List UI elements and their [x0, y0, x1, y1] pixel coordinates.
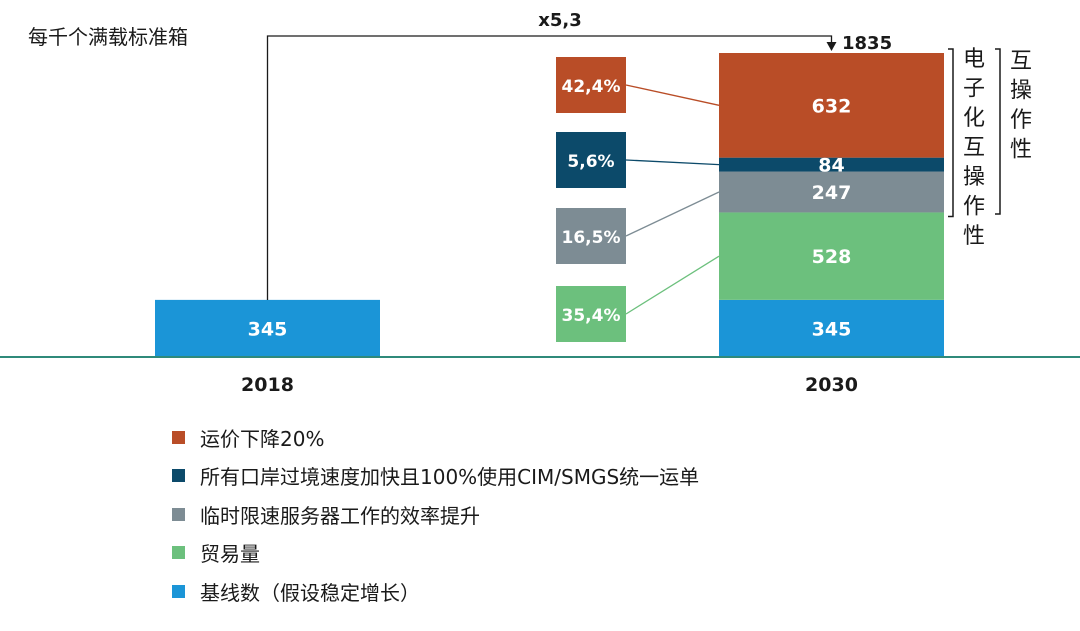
share-label: 5,6% [567, 152, 614, 172]
total-label: 1835 [842, 33, 892, 54]
legend-item-freight: 运价下降20% [172, 418, 699, 457]
share-box-freight [556, 57, 626, 113]
bar-value-label: 632 [812, 95, 852, 117]
bracket-char: 操 [963, 165, 985, 190]
bar-value-label: 247 [812, 182, 852, 204]
bar-value-label: 345 [812, 318, 852, 340]
share-box-border_speed [556, 132, 626, 188]
share-connector [625, 159, 720, 166]
bracket-char: 性 [963, 224, 985, 249]
share-connector [625, 84, 720, 106]
share-connector [625, 191, 720, 237]
share-label: 35,4% [562, 306, 621, 326]
x-tick-label: 2030 [805, 374, 858, 396]
legend: 运价下降20% 所有口岸过境速度加快且100%使用CIM/SMGS统一运单 临时… [172, 418, 699, 611]
bracket-line [995, 48, 1001, 215]
bracket-char: 作 [1010, 108, 1032, 133]
bar-2030-freight [719, 53, 944, 158]
bracket-char: 互 [1010, 49, 1032, 74]
legend-swatch-baseline [172, 584, 185, 598]
bar-2030-baseline [719, 299, 944, 357]
legend-swatch-trade [172, 546, 185, 560]
legend-label: 运价下降20% [200, 426, 325, 451]
legend-label: 基线数（假设稳定增长） [200, 580, 420, 605]
bracket-char: 化 [963, 106, 985, 131]
bar-2030-server [719, 171, 944, 213]
share-box-trade [556, 286, 626, 342]
legend-swatch-border-speed [172, 469, 185, 483]
bracket-char: 操 [1010, 79, 1032, 104]
legend-item-server: 临时限速服务器工作的效率提升 [172, 495, 699, 534]
y-axis-label: 每千个满载标准箱 [28, 25, 188, 49]
share-label: 42,4% [562, 77, 621, 97]
bracket-char: 作 [963, 195, 985, 220]
legend-swatch-server [172, 507, 185, 521]
legend-item-border-speed: 所有口岸过境速度加快且100%使用CIM/SMGS统一运单 [172, 457, 699, 496]
bracket-char: 子 [963, 77, 985, 102]
legend-label: 所有口岸过境速度加快且100%使用CIM/SMGS统一运单 [200, 465, 700, 490]
growth-arrow-head [826, 42, 837, 51]
bar-value-label: 345 [248, 318, 288, 340]
bracket-char: 互 [963, 136, 985, 161]
bar-2018-baseline [155, 299, 380, 357]
bar-value-label: 528 [812, 246, 852, 268]
bracket-char: 性 [1010, 138, 1032, 163]
legend-item-baseline: 基线数（假设稳定增长） [172, 572, 699, 611]
bar-2030-trade [719, 212, 944, 300]
x-tick-label: 2018 [241, 374, 294, 396]
bracket-line [948, 48, 954, 218]
share-label: 16,5% [562, 228, 621, 248]
share-connector [625, 255, 720, 315]
growth-label: x5,3 [538, 10, 582, 31]
bar-value-label: 84 [818, 155, 844, 177]
legend-swatch-freight [172, 430, 185, 444]
growth-arrow-line [266, 35, 833, 300]
legend-item-trade: 贸易量 [172, 534, 699, 573]
share-box-server [556, 208, 626, 264]
bar-2030-border_speed [719, 157, 944, 172]
bracket-char: 电 [963, 47, 985, 72]
legend-label: 贸易量 [200, 542, 260, 567]
legend-label: 临时限速服务器工作的效率提升 [200, 503, 480, 528]
